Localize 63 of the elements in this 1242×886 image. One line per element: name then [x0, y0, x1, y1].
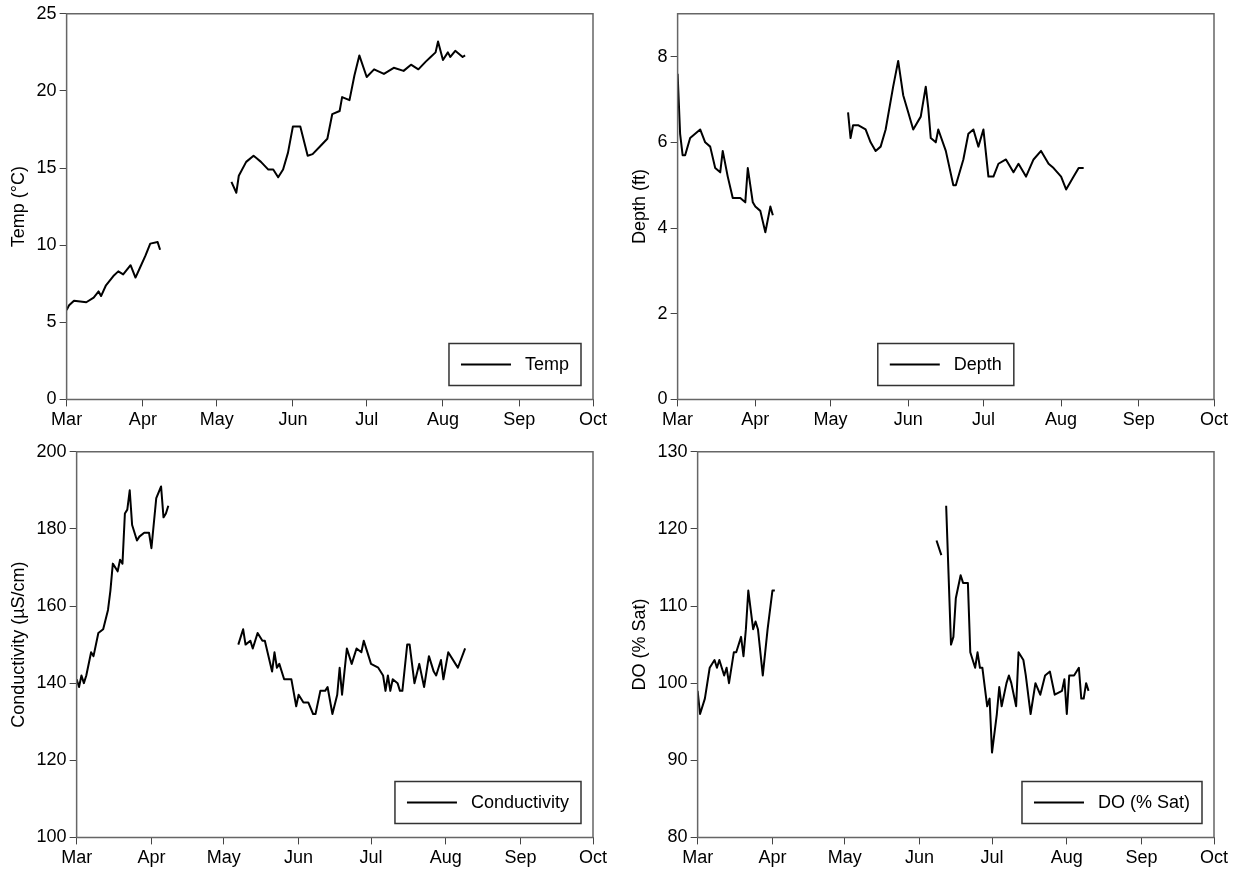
x-tick-label: May: [813, 409, 848, 430]
legend-label: DO (% Sat): [1097, 792, 1190, 813]
x-tick-label: Oct: [578, 847, 608, 868]
x-tick-label: Apr: [128, 409, 157, 430]
x-tick-label: Jul: [355, 409, 379, 430]
x-tick-label: Aug: [1050, 847, 1083, 868]
x-tick-label: Aug: [429, 847, 462, 868]
x-tick-label: Oct: [578, 409, 608, 430]
y-tick-label: 10: [36, 234, 57, 255]
x-tick-label: Apr: [137, 847, 166, 868]
y-tick-label: 180: [36, 517, 67, 538]
y-tick-label: 2: [657, 302, 668, 323]
x-tick-label: May: [206, 847, 241, 868]
x-tick-label: Jun: [893, 409, 923, 430]
x-tick-label: Sep: [504, 847, 537, 868]
y-tick-label: 160: [36, 595, 67, 616]
y-tick-label: 0: [657, 388, 668, 409]
y-tick-label: 110: [658, 595, 688, 616]
y-tick-label: 6: [657, 131, 668, 152]
x-tick-label: Jun: [284, 847, 314, 868]
x-tick-label: Aug: [426, 409, 459, 430]
y-tick-label: 120: [36, 749, 67, 770]
x-tick-label: Apr: [741, 409, 770, 430]
y-tick-label: 8: [657, 45, 668, 66]
legend-label: Conductivity: [470, 792, 569, 813]
y-tick-label: 80: [667, 826, 688, 847]
y-tick-label: 90: [667, 749, 688, 770]
x-tick-label: Mar: [682, 847, 714, 868]
legend-label: Depth: [953, 354, 1002, 375]
y-axis-title: DO (% Sat): [628, 598, 649, 691]
x-tick-label: Jul: [980, 847, 1004, 868]
x-tick-label: Mar: [662, 409, 694, 430]
x-tick-label: Jun: [905, 847, 935, 868]
y-tick-label: 100: [36, 826, 67, 847]
y-tick-label: 5: [46, 311, 57, 332]
x-tick-label: Apr: [758, 847, 787, 868]
y-tick-label: 15: [36, 157, 57, 178]
x-tick-label: Sep: [1125, 847, 1158, 868]
y-axis-title: Conductivity (µS/cm): [7, 561, 28, 728]
x-tick-label: Aug: [1045, 409, 1078, 430]
y-axis-title: Depth (ft): [628, 169, 649, 245]
x-tick-label: Jun: [278, 409, 308, 430]
y-axis-title: Temp (°C): [7, 166, 28, 248]
y-tick-label: 20: [36, 79, 57, 100]
legend-label: Temp: [524, 354, 569, 375]
y-tick-label: 0: [46, 388, 57, 409]
x-tick-label: Mar: [51, 409, 83, 430]
y-tick-label: 25: [36, 2, 57, 23]
x-tick-label: Jul: [359, 847, 383, 868]
y-tick-label: 4: [657, 216, 668, 237]
x-tick-label: Oct: [1199, 409, 1229, 430]
y-tick-label: 200: [36, 440, 67, 461]
x-tick-label: Sep: [503, 409, 536, 430]
x-tick-label: May: [827, 847, 862, 868]
y-tick-label: 100: [657, 672, 688, 693]
x-tick-label: May: [199, 409, 234, 430]
x-tick-label: Mar: [61, 847, 93, 868]
y-tick-label: 130: [657, 440, 688, 461]
y-tick-label: 120: [657, 517, 688, 538]
y-tick-label: 140: [36, 672, 67, 693]
x-tick-label: Sep: [1122, 409, 1155, 430]
x-tick-label: Oct: [1199, 847, 1229, 868]
x-tick-label: Jul: [971, 409, 995, 430]
